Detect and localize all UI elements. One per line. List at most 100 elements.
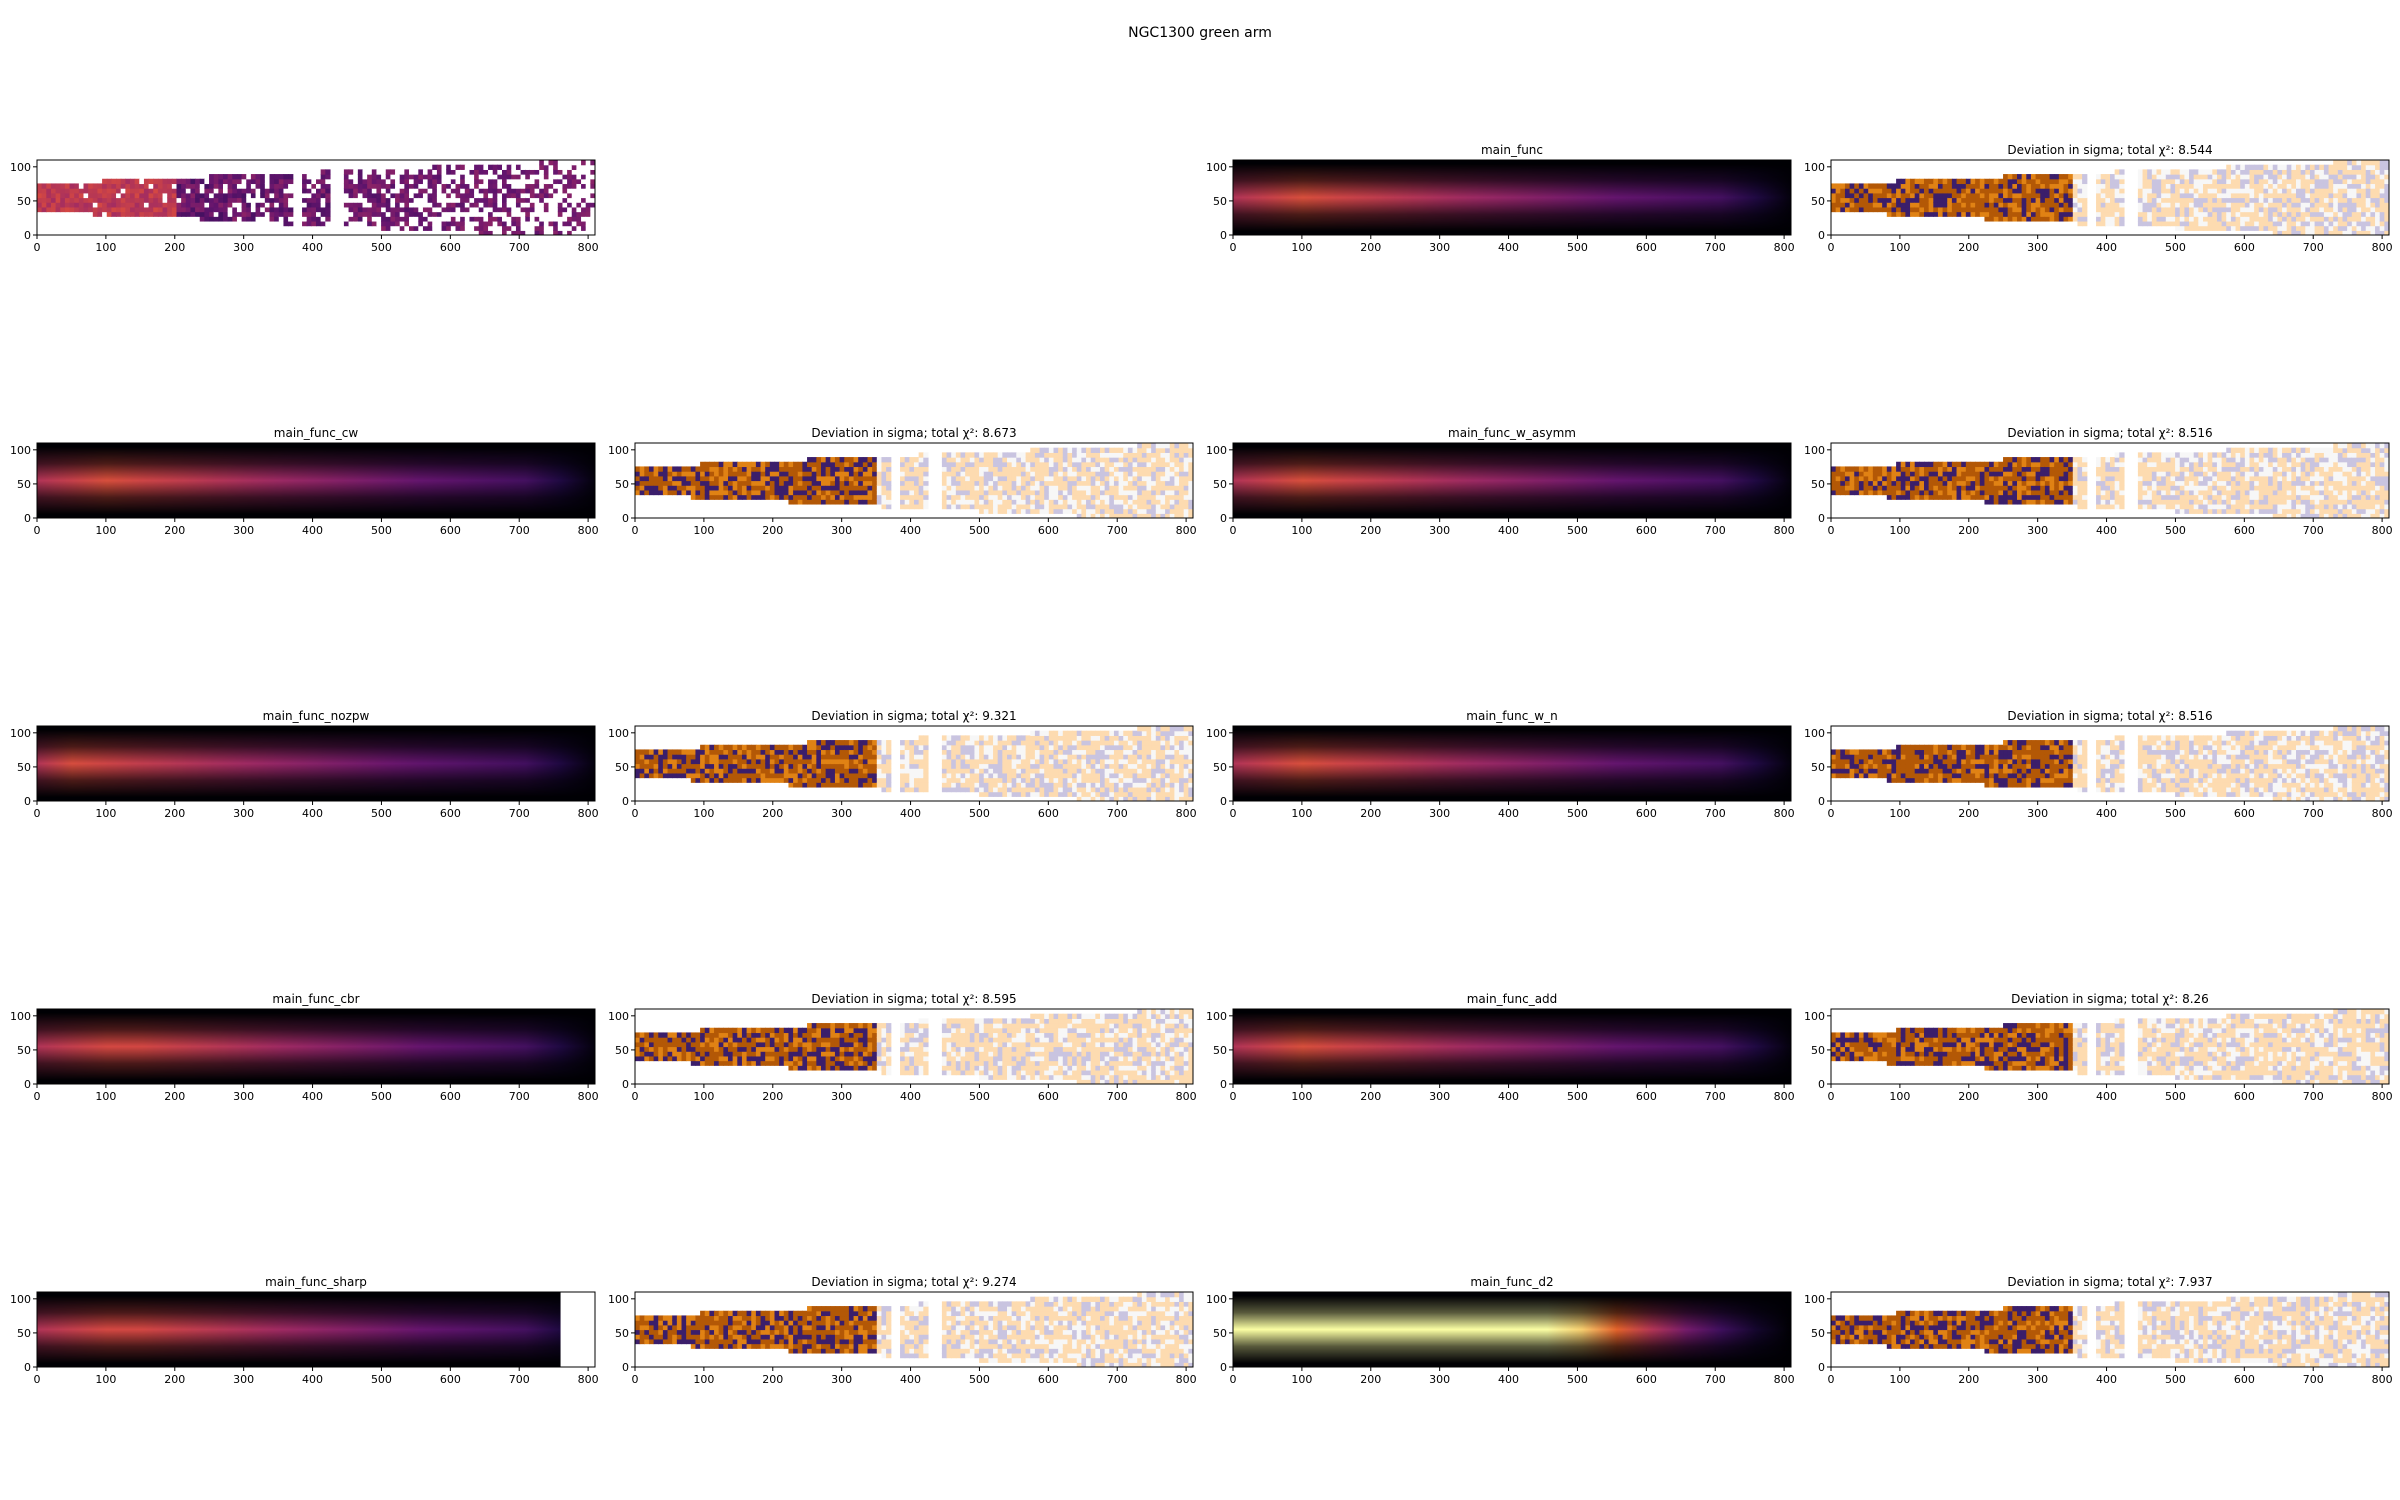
x-tick-label: 500 (2165, 241, 2186, 254)
x-tick-label: 600 (2234, 1373, 2255, 1386)
heatmap-image (1233, 726, 1791, 801)
x-tick-label: 200 (762, 1373, 783, 1386)
x-tick-label: 400 (302, 241, 323, 254)
x-tick-label: 700 (1107, 524, 1128, 537)
x-tick-label: 600 (440, 1090, 461, 1103)
y-tick-label: 100 (608, 1293, 629, 1306)
x-tick-label: 600 (1636, 807, 1657, 820)
x-tick-label: 200 (1360, 524, 1381, 537)
axes-frame (1830, 442, 2390, 519)
heatmap-image (1233, 1292, 1791, 1367)
y-tick-label: 0 (622, 1078, 629, 1091)
x-tick-label: 800 (1774, 807, 1795, 820)
panel-17: 0 100 200 300 400 500 600 700 800 0 50 100 main_func… (1206, 1275, 1795, 1386)
panel-8: 0 100 200 300 400 500 600 700 800 0 50 100 Deviation… (608, 709, 1197, 820)
x-tick-label: 100 (95, 1373, 116, 1386)
y-tick-label: 100 (1206, 727, 1227, 740)
x-tick-label: 400 (900, 1373, 921, 1386)
heatmap-image (635, 1009, 1193, 1084)
y-tick-label: 100 (1804, 161, 1825, 174)
y-tick-label: 50 (17, 195, 31, 208)
y-tick-label: 100 (1804, 1293, 1825, 1306)
panel-0: 0 100 200 300 400 500 600 700 800 0 50 100 (10, 159, 599, 254)
y-tick-label: 100 (10, 1010, 31, 1023)
x-tick-label: 600 (440, 241, 461, 254)
axes-frame (1830, 1008, 2390, 1085)
y-tick-label: 50 (1213, 1327, 1227, 1340)
y-tick-label: 0 (24, 229, 31, 242)
panel-9: 0 100 200 300 400 500 600 700 800 0 50 100 main_func… (1206, 709, 1795, 820)
x-tick-label: 0 (632, 524, 639, 537)
x-tick-label: 600 (1038, 1090, 1059, 1103)
x-tick-label: 600 (1636, 241, 1657, 254)
axes-frame (36, 442, 596, 519)
heatmap-image (37, 1009, 595, 1084)
panel-15: 0 100 200 300 400 500 600 700 800 0 50 100 main_func… (10, 1275, 599, 1386)
x-tick-label: 200 (1958, 1373, 1979, 1386)
x-tick-label: 800 (578, 241, 599, 254)
y-tick-label: 0 (1818, 1078, 1825, 1091)
x-tick-label: 400 (2096, 1373, 2117, 1386)
x-tick-label: 200 (762, 524, 783, 537)
heatmap-image (1831, 726, 2389, 801)
x-tick-label: 700 (509, 524, 530, 537)
y-tick-label: 100 (10, 1293, 31, 1306)
x-tick-label: 800 (578, 807, 599, 820)
x-tick-label: 700 (1107, 807, 1128, 820)
panel-title: main_func_nozpw (263, 709, 370, 723)
x-tick-label: 500 (969, 524, 990, 537)
x-tick-label: 700 (509, 807, 530, 820)
x-tick-label: 400 (1498, 1373, 1519, 1386)
x-tick-label: 300 (2027, 1090, 2048, 1103)
x-tick-label: 100 (1291, 1090, 1312, 1103)
y-tick-label: 50 (1811, 478, 1825, 491)
x-tick-label: 700 (2303, 807, 2324, 820)
x-tick-label: 200 (1360, 1090, 1381, 1103)
x-tick-label: 700 (2303, 241, 2324, 254)
x-tick-label: 400 (900, 807, 921, 820)
y-tick-label: 50 (1213, 478, 1227, 491)
panel-6: 0 100 200 300 400 500 600 700 800 0 50 100 Deviation… (1804, 426, 2393, 537)
y-tick-label: 100 (1206, 1010, 1227, 1023)
x-tick-label: 800 (1176, 524, 1197, 537)
y-tick-label: 0 (1818, 512, 1825, 525)
x-tick-label: 600 (1038, 1373, 1059, 1386)
x-tick-label: 300 (831, 524, 852, 537)
x-tick-label: 100 (1889, 1373, 1910, 1386)
panel-2: 0 100 200 300 400 500 600 700 800 0 50 100 Deviation… (1804, 143, 2393, 254)
x-tick-label: 100 (693, 1373, 714, 1386)
x-tick-label: 400 (302, 524, 323, 537)
heatmap-image (1233, 160, 1791, 235)
panel-18: 0 100 200 300 400 500 600 700 800 0 50 100 Deviation… (1804, 1275, 2393, 1386)
x-tick-label: 200 (164, 807, 185, 820)
x-tick-label: 700 (509, 1373, 530, 1386)
x-tick-label: 300 (2027, 241, 2048, 254)
x-tick-label: 200 (164, 1373, 185, 1386)
x-tick-label: 300 (1429, 524, 1450, 537)
x-tick-label: 0 (1230, 241, 1237, 254)
x-tick-label: 100 (95, 241, 116, 254)
axes-frame (634, 442, 1194, 519)
x-tick-label: 500 (969, 1373, 990, 1386)
axes-frame (1232, 1008, 1792, 1085)
x-tick-label: 100 (693, 524, 714, 537)
x-tick-label: 500 (1567, 241, 1588, 254)
x-tick-label: 100 (1889, 524, 1910, 537)
x-tick-label: 200 (762, 807, 783, 820)
y-tick-label: 100 (1804, 444, 1825, 457)
y-tick-label: 50 (615, 478, 629, 491)
x-tick-label: 0 (1828, 524, 1835, 537)
x-tick-label: 500 (1567, 807, 1588, 820)
x-tick-label: 400 (1498, 807, 1519, 820)
x-tick-label: 500 (969, 1090, 990, 1103)
x-tick-label: 300 (2027, 807, 2048, 820)
x-tick-label: 500 (2165, 807, 2186, 820)
axes-frame (36, 159, 596, 236)
axes-frame (1232, 159, 1792, 236)
panel-title: main_func (1481, 143, 1543, 157)
panel-10: 0 100 200 300 400 500 600 700 800 0 50 100 Deviation… (1804, 709, 2393, 820)
panel-title: main_func_add (1467, 992, 1558, 1006)
x-tick-label: 0 (1828, 1373, 1835, 1386)
x-tick-label: 500 (371, 807, 392, 820)
x-tick-label: 0 (34, 241, 41, 254)
